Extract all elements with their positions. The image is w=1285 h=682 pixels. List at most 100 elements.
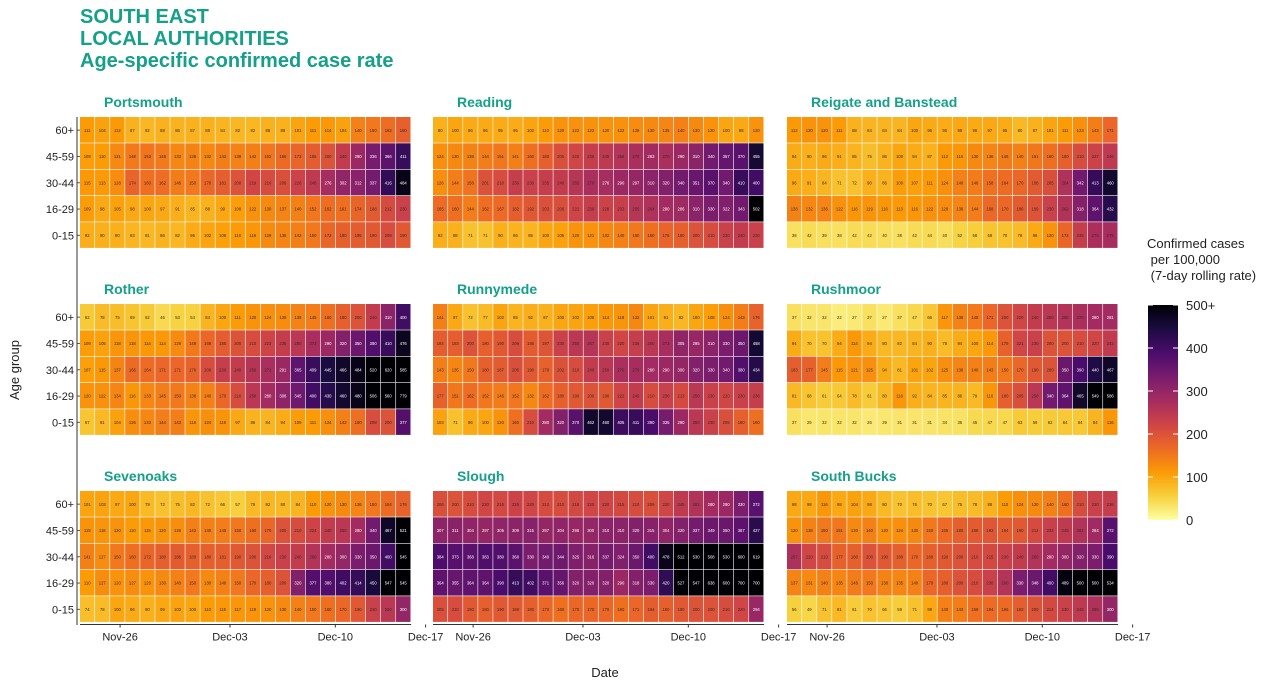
cell-label: 71 bbox=[483, 233, 488, 238]
heatmap-cell bbox=[598, 491, 613, 517]
cell-label: 390 bbox=[497, 581, 505, 586]
cell-label: 227 bbox=[1092, 154, 1100, 159]
cell-label: 214 bbox=[1047, 607, 1055, 612]
cell-label: 236 bbox=[1107, 502, 1115, 507]
heatmap-cell bbox=[952, 517, 967, 543]
heatmap-cell bbox=[952, 569, 967, 596]
cell-label: 600 bbox=[738, 554, 746, 559]
cell-label: 310 bbox=[708, 341, 716, 346]
cell-label: 78 bbox=[100, 315, 105, 320]
cell-label: 230 bbox=[708, 420, 716, 425]
cell-label: 143 bbox=[956, 607, 964, 612]
cell-label: 179 bbox=[1001, 341, 1009, 346]
cell-label: 42 bbox=[912, 233, 917, 238]
cell-label: 230 bbox=[1001, 554, 1009, 559]
cell-label: 166 bbox=[279, 154, 287, 159]
heatmap-cell bbox=[185, 169, 200, 196]
heatmap-cell bbox=[749, 117, 764, 143]
cell-label: 96 bbox=[822, 154, 827, 159]
cell-label: 280 bbox=[647, 367, 655, 372]
cell-label: 79 bbox=[250, 502, 255, 507]
heatmap-cell bbox=[365, 409, 381, 435]
cell-label: 476 bbox=[400, 341, 408, 346]
heatmap-cell bbox=[832, 569, 847, 596]
age-group-tick: 60+ bbox=[55, 125, 74, 137]
heatmap-cell bbox=[523, 169, 538, 196]
cell-label: 64 bbox=[1063, 420, 1068, 425]
cell-label: 230 bbox=[557, 341, 565, 346]
cell-label: 190 bbox=[234, 554, 242, 559]
heatmap-cell bbox=[598, 409, 613, 435]
cell-label: 106 bbox=[219, 233, 227, 238]
cell-label: 68 bbox=[988, 233, 993, 238]
cell-label: 146 bbox=[497, 394, 505, 399]
cell-label: 534 bbox=[1107, 581, 1115, 586]
heatmap-cell bbox=[1103, 169, 1118, 196]
heatmap-cell bbox=[922, 222, 937, 248]
cell-label: 370 bbox=[572, 420, 580, 425]
heatmap-cell bbox=[523, 143, 538, 169]
cell-label: 530 bbox=[693, 554, 701, 559]
heatmap-cell bbox=[140, 491, 155, 517]
cell-label: 132 bbox=[527, 394, 535, 399]
cell-label: 176 bbox=[400, 502, 408, 507]
cell-label: 82 bbox=[250, 128, 255, 133]
heatmap-cell bbox=[1088, 304, 1103, 330]
heatmap-cell bbox=[365, 596, 381, 622]
cell-label: 160 bbox=[647, 233, 655, 238]
heatmap-cell bbox=[523, 543, 538, 570]
cell-label: 101 bbox=[84, 502, 92, 507]
heatmap-cell bbox=[1042, 304, 1058, 330]
cell-label: 114 bbox=[602, 315, 609, 320]
heatmap-cell bbox=[832, 409, 847, 435]
heatmap-cell bbox=[433, 409, 448, 435]
heatmap-cell bbox=[832, 543, 847, 570]
cell-label: 128 bbox=[279, 315, 287, 320]
cell-label: 138 bbox=[956, 315, 964, 320]
heatmap-cell bbox=[1103, 195, 1118, 222]
cell-label: 144 bbox=[467, 207, 475, 212]
cell-label: 119 bbox=[84, 528, 91, 533]
cell-label: 141 bbox=[512, 154, 520, 159]
heatmap-cell bbox=[787, 169, 802, 196]
cell-label: 135 bbox=[279, 233, 287, 238]
cell-label: 108 bbox=[234, 207, 242, 212]
heatmap-cell bbox=[997, 596, 1013, 622]
cell-label: 250 bbox=[249, 394, 257, 399]
heatmap-cell bbox=[847, 596, 862, 622]
heatmap-cell bbox=[320, 117, 336, 143]
cell-label: 148 bbox=[971, 315, 979, 320]
cell-label: 94 bbox=[792, 341, 797, 346]
cell-label: 220 bbox=[602, 502, 610, 507]
heatmap-cell bbox=[538, 517, 553, 543]
cell-label: 84 bbox=[265, 420, 270, 425]
cell-label: 98 bbox=[957, 128, 962, 133]
cell-label: 170 bbox=[587, 607, 595, 612]
cell-label: 81 bbox=[897, 367, 902, 372]
heatmap-cell bbox=[832, 143, 847, 169]
cell-label: 380 bbox=[325, 581, 333, 586]
cell-label: 110 bbox=[129, 528, 136, 533]
cell-label: 174 bbox=[355, 207, 363, 212]
cell-label: 84 bbox=[927, 394, 932, 399]
heatmap-cell bbox=[1042, 356, 1058, 383]
heatmap-cell bbox=[95, 596, 110, 622]
cell-label: 210 bbox=[647, 394, 655, 399]
cell-label: 280 bbox=[1047, 554, 1055, 559]
cell-label: 162 bbox=[482, 207, 490, 212]
cell-label: 72 bbox=[160, 502, 165, 507]
age-group-tick: 45-59 bbox=[46, 525, 74, 537]
cell-label: 160 bbox=[527, 154, 535, 159]
heatmap-cell bbox=[1042, 222, 1058, 248]
heatmap-cell bbox=[802, 143, 817, 169]
heatmap-cell bbox=[508, 117, 523, 143]
cell-label: 138 bbox=[294, 315, 302, 320]
cell-label: 142 bbox=[294, 233, 302, 238]
heatmap-cell bbox=[787, 543, 802, 570]
panel-title: Reigate and Banstead bbox=[811, 94, 957, 110]
heatmap-cell bbox=[215, 195, 230, 222]
cell-label: 96 bbox=[130, 607, 135, 612]
cell-label: 345 bbox=[294, 394, 302, 399]
heatmap-cell bbox=[718, 117, 734, 143]
heatmap-cell bbox=[907, 169, 922, 196]
